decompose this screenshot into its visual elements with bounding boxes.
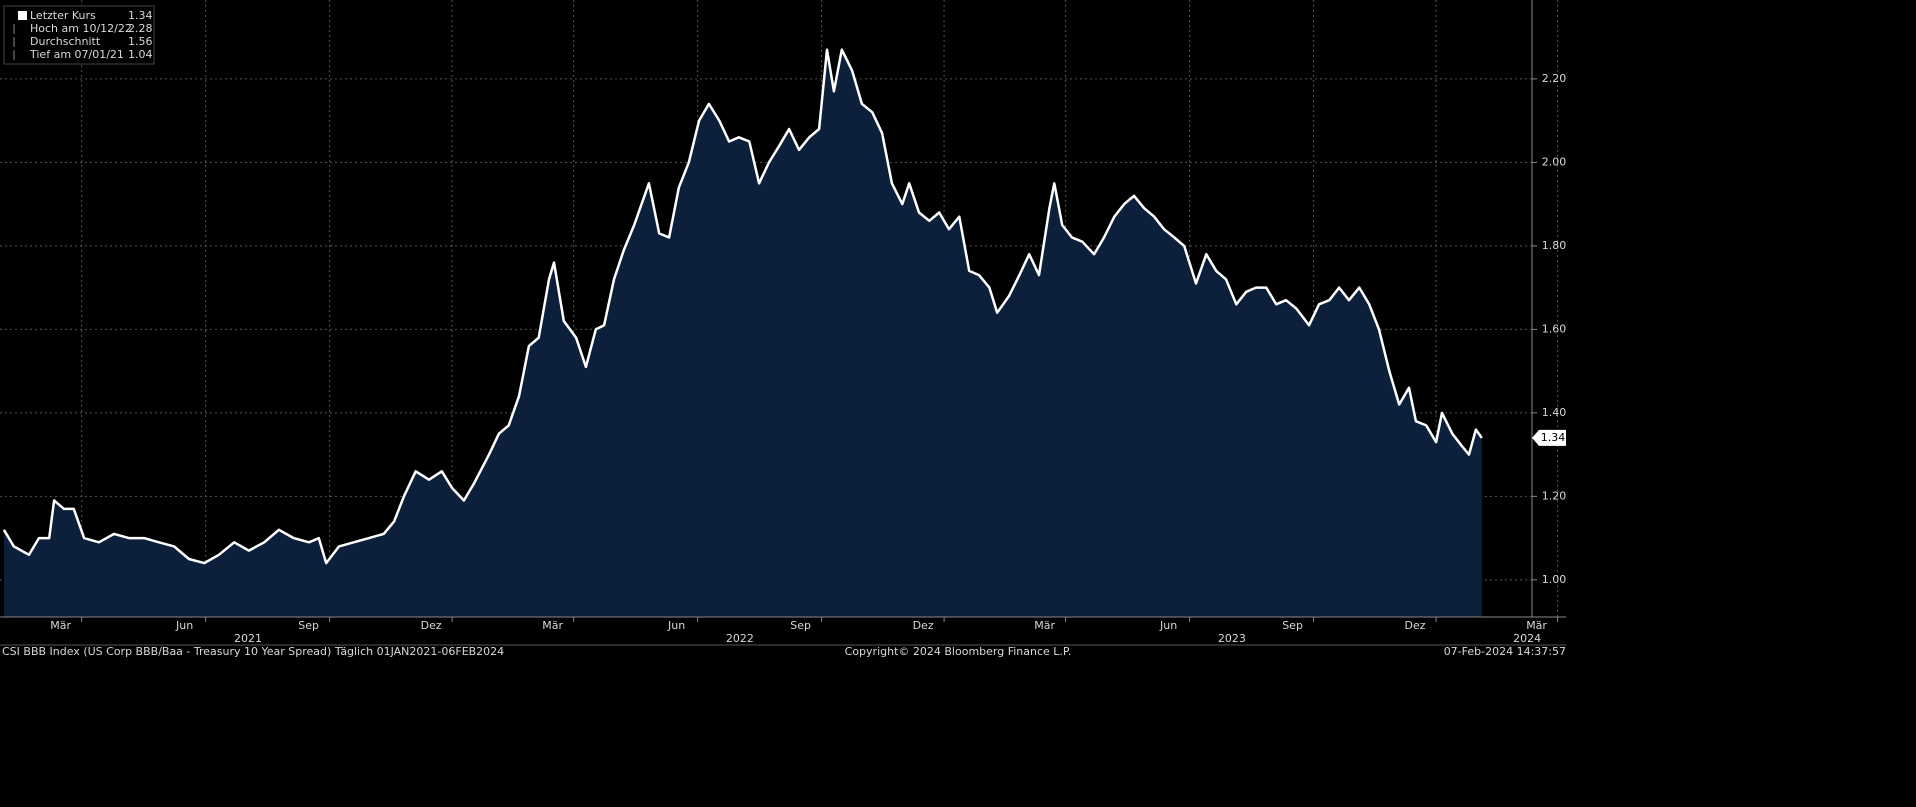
legend-label: Tief am 07/01/21: [29, 48, 124, 61]
line: [2, 48, 1483, 565]
footer-left: CSI BBB Index (US Corp BBB/Baa - Treasur…: [2, 645, 504, 658]
footer-center: Copyright© 2024 Bloomberg Finance L.P.: [845, 645, 1072, 658]
legend-box: [3, 5, 155, 65]
x-tick-label: Sep: [298, 619, 319, 632]
x-tick-label: Mär: [1034, 619, 1055, 632]
legend-value: 1.34: [128, 9, 153, 22]
y-tick-label: 1.80: [1542, 239, 1567, 252]
y-tick-label: 1.20: [1542, 489, 1567, 502]
x-tick-label: Jun: [175, 619, 193, 632]
x-tick-label: Sep: [1282, 619, 1303, 632]
x-tick-label: Dez: [1405, 619, 1426, 632]
last-value-tag: [1532, 429, 1566, 446]
x-tick-label: Dez: [913, 619, 934, 632]
y-tick-label: 1.00: [1542, 573, 1567, 586]
y-tick-label: 2.20: [1542, 72, 1567, 85]
area: [3, 49, 1482, 617]
legend-label: Letzter Kurs: [30, 9, 96, 22]
year-label: 2021: [234, 632, 262, 645]
last-value-label: 1.34: [1541, 431, 1566, 444]
year-label: 2022: [726, 632, 754, 645]
x-tick-label: Mär: [1526, 619, 1547, 632]
legend-value: 1.04: [128, 48, 153, 61]
year-label: 2023: [1218, 632, 1246, 645]
x-tick-label: Mär: [542, 619, 563, 632]
y-tick-label: 2.00: [1542, 155, 1567, 168]
legend-value: 1.56: [128, 35, 153, 48]
y-tick-label: 1.60: [1542, 322, 1567, 335]
legend-value: 2.28: [128, 22, 153, 35]
year-label: 2024: [1513, 632, 1541, 645]
x-tick-label: Dez: [421, 619, 442, 632]
footer-right: 07-Feb-2024 14:37:57: [1444, 645, 1566, 658]
x-tick-label: Sep: [790, 619, 811, 632]
legend-label: Durchschnitt: [30, 35, 101, 48]
x-tick-label: Jun: [1159, 619, 1177, 632]
x-tick-label: Jun: [667, 619, 685, 632]
y-tick-label: 1.40: [1542, 406, 1567, 419]
legend-swatch: [18, 11, 27, 20]
legend-label: Hoch am 10/12/22: [30, 22, 132, 35]
x-tick-label: Mär: [50, 619, 71, 632]
